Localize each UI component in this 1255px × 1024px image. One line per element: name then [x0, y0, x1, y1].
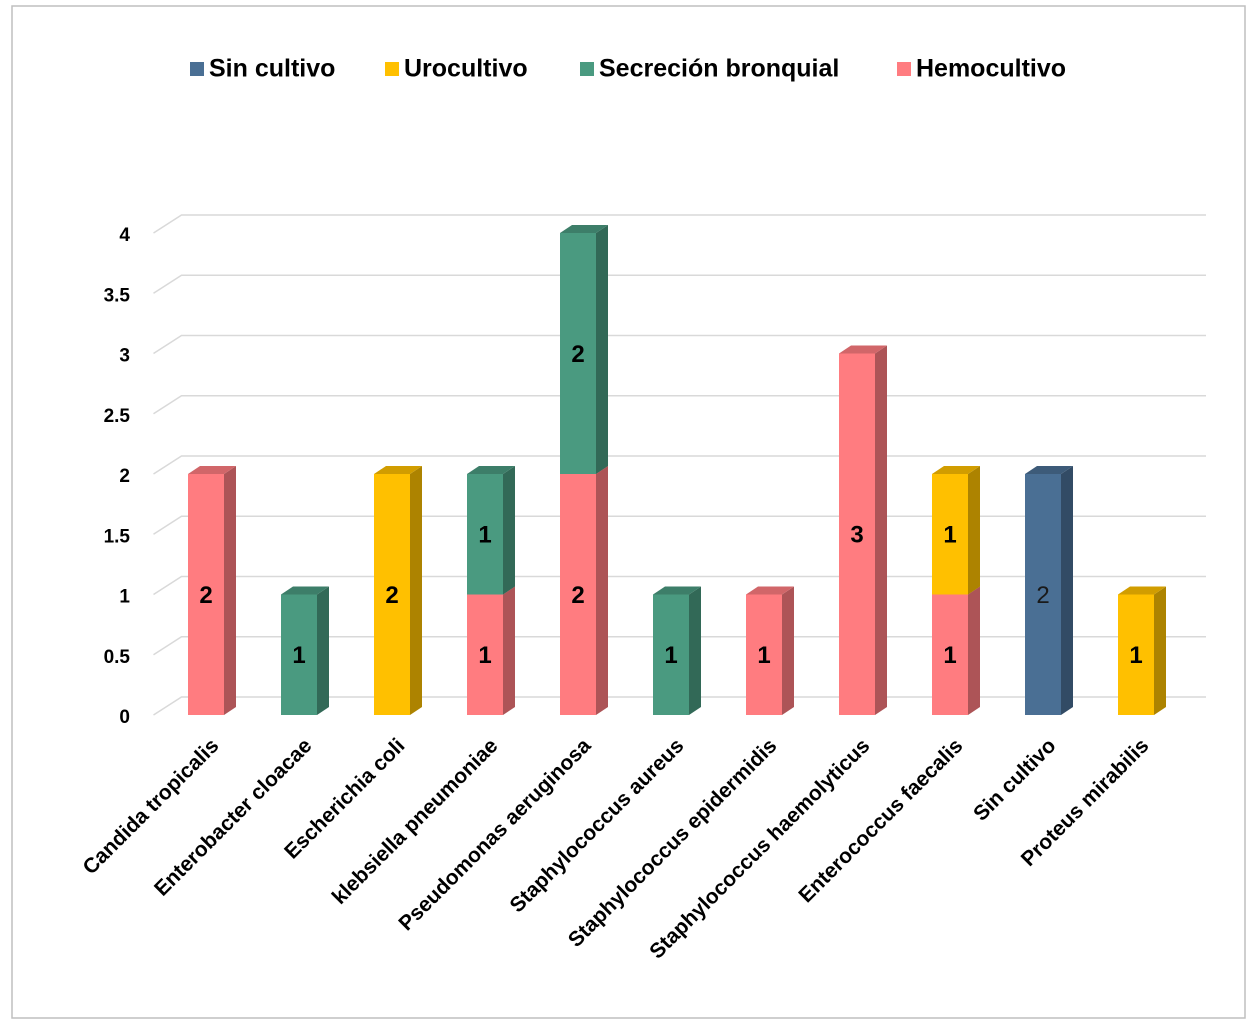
- bar-side: [596, 225, 608, 474]
- y-tick-label: 1: [119, 587, 130, 608]
- data-label: 2: [1036, 582, 1049, 609]
- data-label: 1: [943, 642, 956, 669]
- bar-front: [932, 594, 968, 715]
- bar: [1118, 586, 1166, 715]
- bar-side: [1154, 586, 1166, 715]
- y-tick-label: 3: [119, 346, 130, 367]
- bar-front: [932, 474, 968, 595]
- bar-front: [1118, 594, 1154, 715]
- bar-top: [932, 466, 980, 474]
- legend-label: Sin cultivo: [209, 55, 335, 83]
- data-label: 1: [292, 642, 305, 669]
- legend-label: Hemocultivo: [916, 55, 1066, 83]
- bar-side: [317, 586, 329, 715]
- y-tick-label: 0.5: [104, 647, 131, 668]
- legend-swatch: [385, 62, 399, 76]
- legend-label: Secreción bronquial: [599, 55, 839, 83]
- bar: [1025, 466, 1073, 715]
- bar-front: [560, 233, 596, 474]
- bar-front: [1025, 474, 1061, 715]
- y-tick-label: 2: [119, 466, 130, 487]
- bar-front: [467, 474, 503, 595]
- bar-front: [839, 353, 875, 715]
- bar: [560, 225, 608, 474]
- bar: [188, 466, 236, 715]
- bar-front: [746, 594, 782, 715]
- grid-line: [153, 334, 1206, 355]
- bar: [653, 586, 701, 715]
- bar-top: [839, 345, 887, 354]
- bar-front: [653, 594, 689, 715]
- data-label: 1: [664, 642, 677, 669]
- y-tick-label: 4: [119, 225, 130, 246]
- bar-top: [746, 586, 794, 595]
- bar: [467, 466, 515, 595]
- bar: [932, 466, 980, 595]
- bar-front: [281, 594, 317, 715]
- bar: [746, 586, 794, 715]
- bar-side: [689, 586, 701, 715]
- data-label: 1: [478, 522, 491, 549]
- bar: [839, 345, 887, 715]
- bar-side: [503, 466, 515, 595]
- bar: [560, 466, 608, 715]
- bar-top: [560, 225, 608, 233]
- bar-top: [653, 586, 701, 595]
- bar-side: [968, 466, 980, 595]
- data-label: 2: [199, 582, 212, 609]
- legend-label: Urocultivo: [404, 55, 528, 83]
- bar-side: [782, 586, 794, 715]
- bar-front: [467, 594, 503, 715]
- bar-top: [1025, 466, 1073, 474]
- y-tick-label: 3.5: [104, 285, 131, 306]
- data-label: 1: [943, 522, 956, 549]
- bar-side: [224, 466, 236, 715]
- legend-swatch: [580, 62, 594, 76]
- bar-top: [1118, 586, 1166, 595]
- bar-front: [560, 474, 596, 715]
- bar: [374, 466, 422, 715]
- grid-line: [153, 274, 1206, 294]
- bar-side: [410, 466, 422, 715]
- bar-top: [467, 466, 515, 474]
- data-label: 2: [571, 582, 584, 609]
- data-label: 3: [850, 522, 863, 549]
- legend-swatch: [190, 62, 204, 76]
- bar-front: [188, 474, 224, 715]
- legend-swatch: [897, 62, 911, 76]
- bar-side: [596, 466, 608, 715]
- bar-top: [374, 466, 422, 474]
- y-tick-label: 2.5: [104, 406, 131, 427]
- bar: [932, 586, 980, 715]
- bar-side: [968, 586, 980, 715]
- bar: [281, 586, 329, 715]
- bar-front: [374, 474, 410, 715]
- data-label: 1: [1129, 642, 1142, 669]
- data-label: 1: [478, 642, 491, 669]
- data-label: 2: [571, 341, 584, 368]
- data-label: 2: [385, 582, 398, 609]
- y-tick-label: 1.5: [104, 526, 131, 547]
- data-label: 1: [757, 642, 770, 669]
- y-tick-label: 0: [119, 707, 130, 728]
- bar-top: [281, 586, 329, 595]
- bar-side: [875, 345, 887, 715]
- bar-side: [1061, 466, 1073, 715]
- bar-side: [503, 586, 515, 715]
- bar-top: [188, 466, 236, 474]
- grid-line: [153, 214, 1206, 234]
